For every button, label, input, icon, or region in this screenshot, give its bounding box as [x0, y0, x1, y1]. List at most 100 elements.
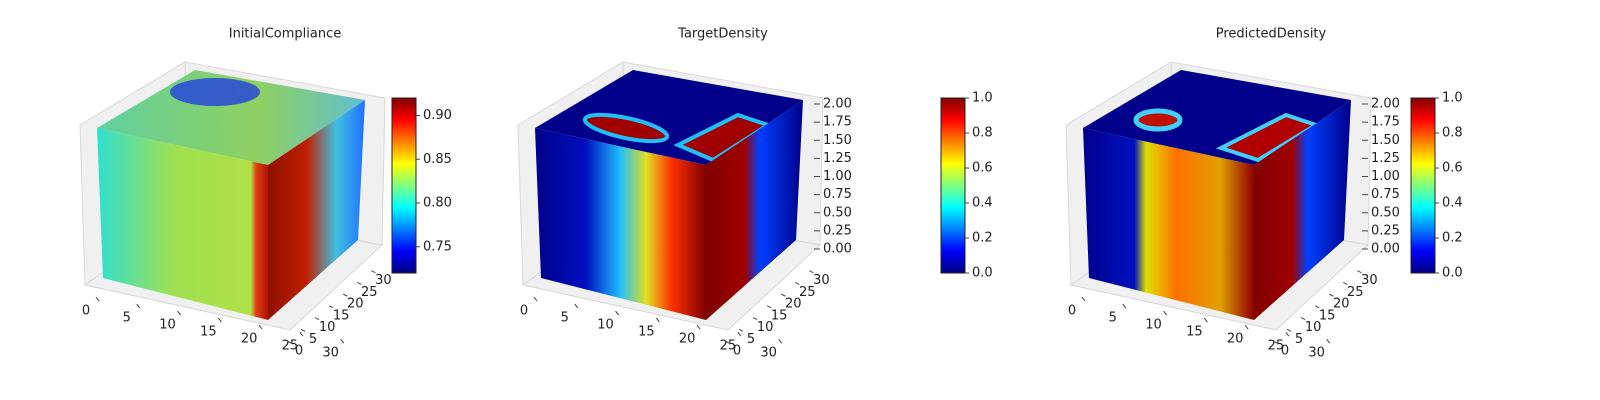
x-tick	[615, 310, 619, 316]
y-tick-label: 0	[733, 344, 741, 359]
y-tick	[357, 281, 362, 285]
x-tick-label: 10	[159, 318, 176, 333]
x-tick	[95, 296, 100, 302]
cube-feature	[170, 78, 260, 106]
y-tick-label: 15	[333, 308, 350, 323]
y-tick	[343, 293, 348, 297]
z-tick-label: 0.50	[823, 205, 852, 220]
z-tick-label: 1.75	[823, 115, 852, 130]
x-tick-label: 15	[638, 325, 655, 340]
z-tick-label: 0.50	[1371, 205, 1400, 220]
z-tick-label: 1.25	[1371, 151, 1400, 166]
y-tick-label: 5	[309, 332, 317, 347]
y-tick-label: 25	[1347, 285, 1364, 300]
colorbar-tick-label: 0.4	[1442, 196, 1463, 211]
x-tick-label: 20	[241, 332, 258, 347]
colorbar-tick-label: 0.6	[972, 161, 993, 176]
y-tick-label: 5	[1295, 332, 1303, 347]
x-tick-label: 10	[597, 318, 614, 333]
x-tick	[217, 317, 222, 323]
colorbar-tick-label: 0.0	[1442, 266, 1463, 281]
x-tick-label: 25	[720, 339, 737, 354]
x-tick-label: 0	[520, 304, 528, 319]
colorbar	[391, 97, 417, 274]
y-tick-label: 15	[1319, 308, 1336, 323]
colorbar-tick-label: 0.2	[972, 231, 993, 246]
y-tick	[286, 340, 292, 344]
z-tick-label: 0.25	[1371, 223, 1400, 238]
y-tick-label: 20	[785, 297, 802, 312]
colorbar-tick-label: 0.80	[423, 196, 452, 211]
x-tick-label: 5	[123, 311, 131, 326]
z-tick-label: 0.75	[823, 187, 852, 202]
z-tick-label: 1.50	[823, 133, 852, 148]
colorbar-tick-label: 0.2	[1442, 231, 1463, 246]
y-tick	[314, 317, 320, 321]
x-tick	[299, 331, 304, 337]
cube-front	[1083, 128, 1254, 320]
x-tick-label: 20	[1227, 332, 1244, 347]
y-tick-label: 5	[747, 332, 755, 347]
z-tick-label: 1.75	[1371, 115, 1400, 130]
x-tick	[1163, 310, 1167, 316]
x-tick	[533, 296, 538, 302]
y-tick	[781, 293, 786, 297]
chart-title: TargetDensity	[677, 27, 768, 42]
y-tick-label: 10	[757, 320, 774, 335]
colorbar-tick-label: 0.85	[423, 152, 452, 167]
x-tick	[136, 303, 141, 309]
y-tick	[724, 340, 730, 344]
z-tick-label: 0.00	[823, 242, 852, 257]
cube-top	[97, 70, 365, 165]
x-tick-label: 0	[1068, 304, 1076, 319]
colorbar-tick-label: 1.0	[972, 91, 993, 106]
colorbar-tick-label: 0.0	[972, 266, 993, 281]
z-tick-label: 0.75	[1371, 187, 1400, 202]
x-tick	[574, 303, 579, 309]
colorbar-tick-label: 0.8	[972, 126, 993, 141]
y-tick-label: 20	[347, 297, 364, 312]
chart-title: PredictedDensity	[1216, 27, 1327, 42]
y-tick-label: 10	[1305, 320, 1322, 335]
y-tick	[328, 305, 334, 309]
colorbar-tick-label: 0.90	[423, 108, 452, 123]
x-tick	[258, 324, 263, 330]
chart-title: InitialCompliance	[229, 27, 342, 42]
y-tick	[371, 270, 376, 274]
x-tick	[655, 317, 660, 323]
y-tick	[1286, 328, 1292, 332]
x-tick-label: 15	[1186, 325, 1203, 340]
cube-side	[1254, 100, 1351, 320]
y-tick	[300, 328, 306, 332]
x-tick	[1244, 324, 1249, 330]
z-tick-label: 0.00	[1371, 242, 1400, 257]
x-tick-label: 15	[200, 325, 217, 340]
colorbar	[940, 97, 966, 274]
z-tick-label: 2.00	[1371, 97, 1400, 112]
y-tick	[1357, 270, 1362, 274]
y-tick-label: 20	[1333, 297, 1350, 312]
x-tick	[778, 338, 783, 344]
x-tick-label: 20	[679, 332, 696, 347]
colorbar-tick-label: 0.8	[1442, 126, 1463, 141]
x-tick-label: 10	[1145, 318, 1162, 333]
cube-feature	[582, 112, 670, 144]
y-tick	[1300, 317, 1306, 321]
y-tick	[1272, 340, 1278, 344]
cube-side	[706, 100, 803, 320]
x-tick-label: 30	[760, 346, 777, 361]
z-tick-label: 1.00	[1371, 169, 1400, 184]
y-tick-label: 15	[771, 308, 788, 323]
z-tick-label: 1.50	[1371, 133, 1400, 148]
y-tick-label: 30	[1361, 273, 1378, 288]
colorbar-tick-label: 1.0	[1442, 91, 1463, 106]
y-tick-label: 30	[813, 273, 830, 288]
x-tick-label: 0	[82, 304, 90, 319]
y-tick	[752, 317, 758, 321]
y-tick-label: 25	[799, 285, 816, 300]
x-tick-label: 5	[561, 311, 569, 326]
x-tick	[1081, 296, 1086, 302]
